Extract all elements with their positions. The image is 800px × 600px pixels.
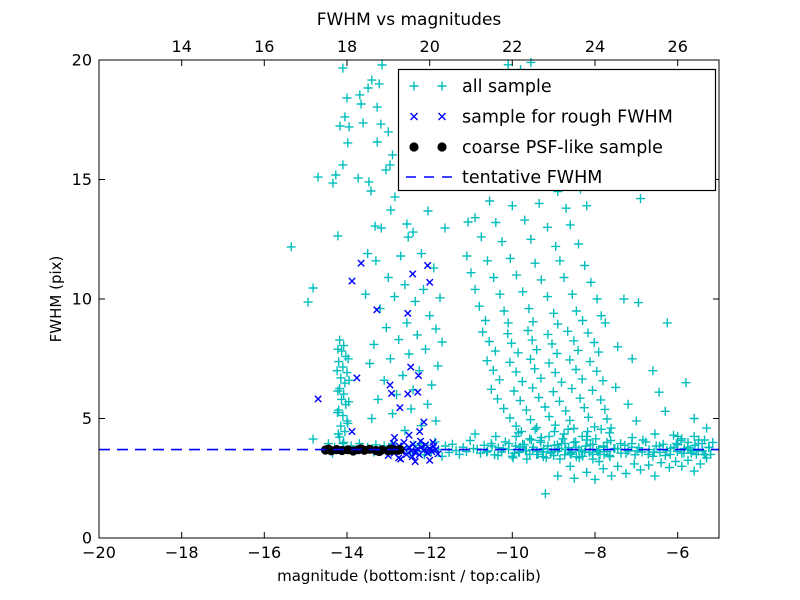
legend-x-marker — [410, 112, 446, 121]
legend-label: sample for rough FWHM — [462, 108, 673, 128]
svg-text:−14: −14 — [330, 543, 364, 562]
svg-text:18: 18 — [337, 37, 357, 56]
legend-label: all sample — [462, 77, 552, 97]
svg-text:−16: −16 — [247, 543, 281, 562]
svg-text:5: 5 — [82, 409, 92, 428]
axis-ticks — [98, 59, 719, 539]
svg-text:−20: −20 — [82, 543, 116, 562]
svg-text:20: 20 — [72, 51, 92, 70]
legend-dot-marker — [409, 142, 419, 152]
svg-text:−10: −10 — [495, 543, 529, 562]
legend-plus-marker — [409, 81, 447, 91]
legend: all sample sample for rough FWHM coarse PS… — [397, 68, 717, 192]
svg-text:15: 15 — [72, 170, 92, 189]
svg-text:−12: −12 — [413, 543, 447, 562]
legend-label: tentative FWHM — [462, 168, 602, 188]
axis-tick-labels: −20 −18 −16 −14 −12 −10 −8 −6 14 16 18 20 22 24 26 0 5 10… — [72, 37, 690, 562]
legend-label: coarse PSF-like sample — [462, 138, 663, 158]
svg-text:14: 14 — [172, 37, 192, 56]
all-sample-points — [286, 57, 718, 499]
svg-text:10: 10 — [72, 290, 92, 309]
svg-text:22: 22 — [502, 37, 522, 56]
svg-text:−6: −6 — [666, 543, 690, 562]
legend-dot-marker — [437, 142, 447, 152]
svg-text:−8: −8 — [583, 543, 607, 562]
svg-text:0: 0 — [82, 529, 92, 548]
svg-text:24: 24 — [585, 37, 605, 56]
chart-title: FWHM vs magnitudes — [316, 10, 502, 30]
svg-text:16: 16 — [254, 37, 274, 56]
svg-text:26: 26 — [668, 37, 688, 56]
svg-text:−18: −18 — [165, 543, 199, 562]
svg-text:20: 20 — [420, 37, 440, 56]
x-axis-label: magnitude (bottom:isnt / top:calib) — [277, 567, 541, 585]
